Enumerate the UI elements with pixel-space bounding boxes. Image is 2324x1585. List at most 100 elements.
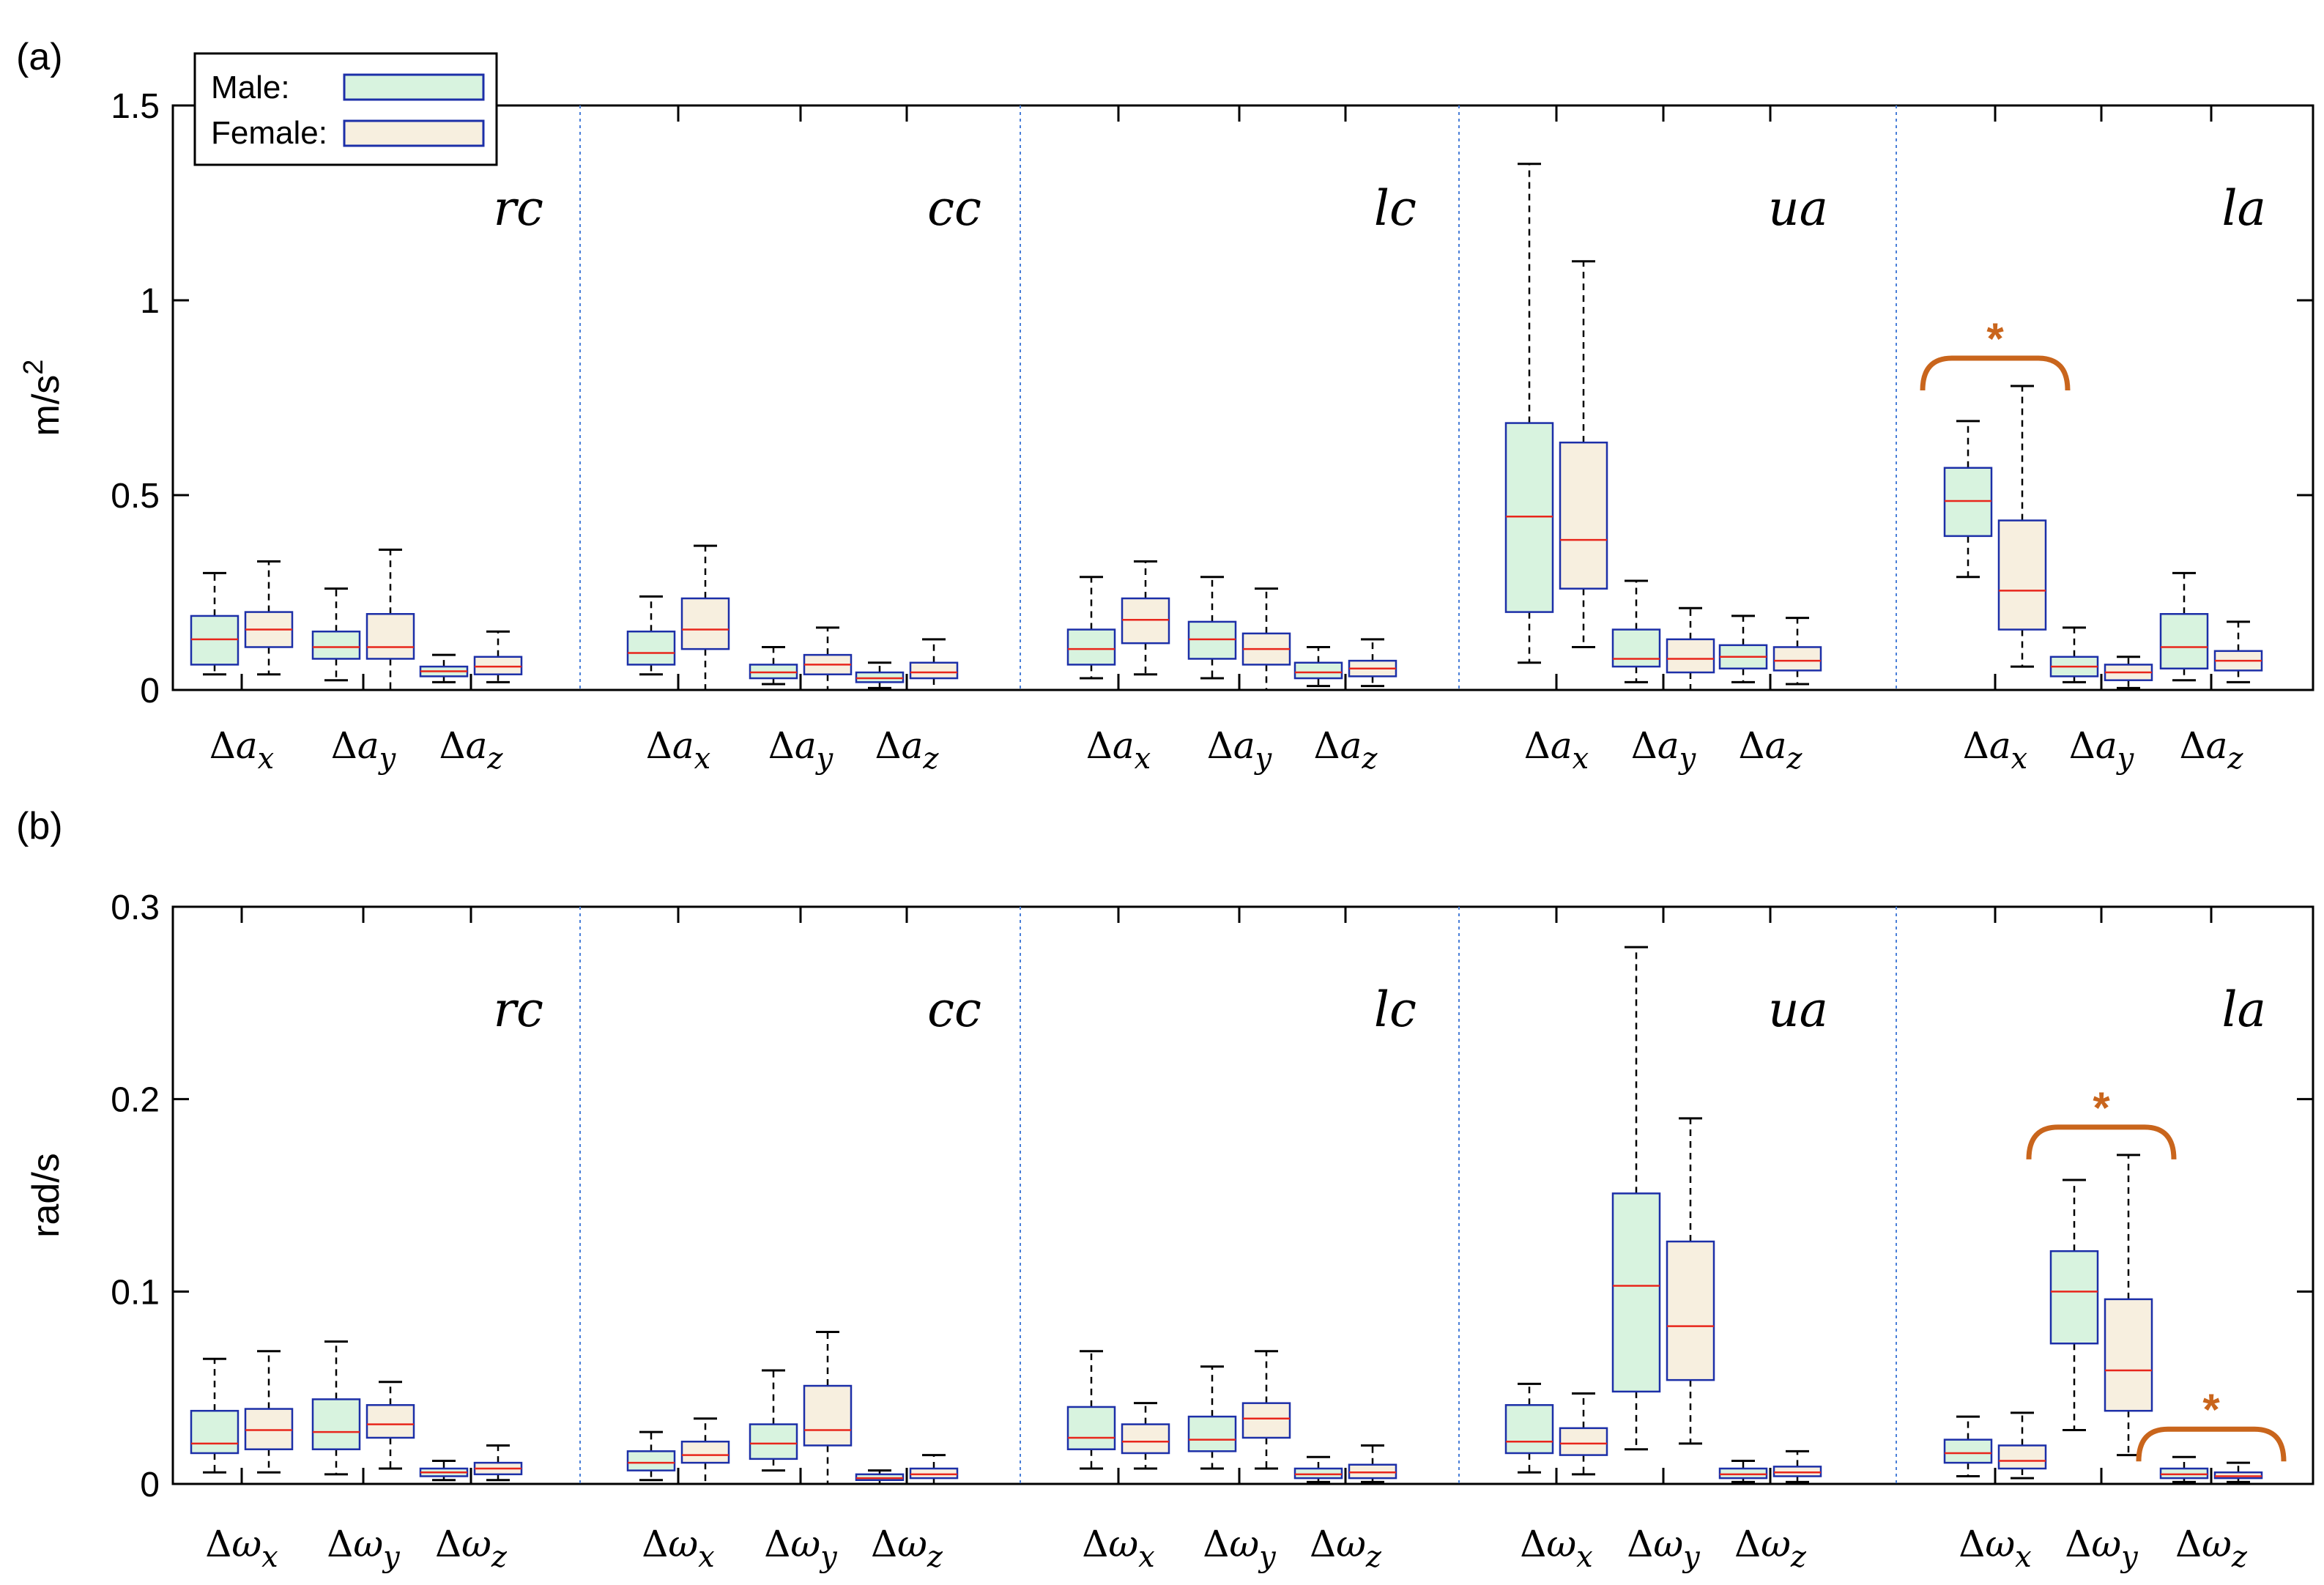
category-label-subscript: y — [378, 742, 397, 776]
category-label-delta: Δ — [642, 1523, 668, 1565]
box-iqr — [2159, 613, 2209, 669]
box-ua-y-female — [1666, 1117, 1715, 1445]
category-label-subscript: x — [698, 1540, 715, 1574]
box-ua-x-female — [1559, 260, 1608, 648]
group-label-la: la — [2222, 180, 2266, 237]
box-rc-y-male — [311, 587, 361, 682]
category-label-variable: ω — [2202, 1523, 2232, 1565]
category-label-subscript: z — [491, 1540, 508, 1574]
category-label: Δωz — [2175, 1523, 2248, 1574]
box-iqr — [1611, 1192, 1661, 1393]
box-ua-y-male — [1611, 579, 1661, 683]
box-la-z-male — [2159, 571, 2209, 682]
box-iqr — [1772, 646, 1822, 672]
category-label-variable: ω — [2091, 1523, 2121, 1565]
group-label-lc: lc — [1374, 981, 1417, 1038]
box-cc-z-female — [909, 1454, 959, 1485]
category-label-delta: Δ — [871, 1523, 897, 1565]
box-ua-y-male — [1611, 946, 1661, 1451]
category-label-variable: a — [236, 724, 258, 767]
category-label: Δax — [1963, 724, 2027, 776]
plot-frame — [171, 905, 2314, 1485]
box-la-y-female — [2104, 1154, 2153, 1457]
box-iqr — [1611, 628, 1661, 668]
category-label-variable: ω — [1336, 1523, 1366, 1565]
box-iqr — [1187, 620, 1237, 660]
category-label-variable: ω — [1985, 1523, 2015, 1565]
category-label-delta: Δ — [1310, 1523, 1336, 1565]
category-label: Δωy — [327, 1523, 401, 1574]
category-label-subscript: z — [2227, 742, 2243, 776]
category-label: Δax — [1086, 724, 1151, 776]
bracket-line — [2026, 1124, 2177, 1159]
legend-male-label: Male: — [211, 70, 290, 105]
category-label: Δωz — [871, 1523, 943, 1574]
box-lc-y-male — [1187, 576, 1237, 680]
y-tick-label: 0.1 — [111, 1273, 160, 1312]
category-label-delta: Δ — [2065, 1523, 2091, 1565]
y-tick-label: 0 — [140, 1466, 160, 1504]
panel-label: (a) — [16, 36, 63, 78]
box-iqr — [365, 613, 415, 660]
category-label: Δay — [2069, 724, 2135, 776]
box-lc-y-male — [1187, 1365, 1237, 1470]
category-label-variable: a — [1989, 724, 2011, 767]
box-iqr — [190, 1409, 240, 1455]
category-label-delta: Δ — [205, 1523, 231, 1565]
box-iqr — [244, 1408, 294, 1450]
category-label: Δaz — [875, 724, 940, 776]
box-la-y-male — [2049, 1178, 2099, 1431]
category-label-variable: ω — [1761, 1523, 1791, 1565]
box-iqr — [1066, 628, 1116, 666]
box-la-x-female — [1997, 1411, 2047, 1480]
box-cc-x-female — [680, 544, 730, 691]
box-rc-x-male — [190, 1357, 240, 1474]
category-label-subscript: y — [1682, 1540, 1701, 1574]
box-iqr — [1293, 661, 1343, 680]
category-label-subscript: y — [819, 1540, 838, 1574]
box-iqr — [1943, 467, 1993, 538]
box-la-y-male — [2049, 626, 2099, 683]
box-ua-z-male — [1718, 1459, 1768, 1483]
category-label-subscript: y — [2116, 742, 2135, 776]
category-label-variable: a — [357, 724, 379, 767]
box-iqr — [909, 1467, 959, 1480]
category-label: Δaz — [1739, 724, 1803, 776]
category-label-variable: ω — [897, 1523, 927, 1565]
significance-star: * — [2202, 1385, 2220, 1434]
category-label: Δωz — [1310, 1523, 1382, 1574]
category-label-variable: ω — [231, 1523, 261, 1565]
group-label-cc: cc — [927, 981, 981, 1038]
box-iqr — [190, 615, 240, 666]
category-label: Δωy — [2065, 1523, 2139, 1574]
category-label-subscript: x — [694, 742, 711, 776]
box-ua-z-female — [1772, 617, 1822, 686]
category-label-subscript: x — [1573, 742, 1589, 776]
category-label: Δax — [646, 724, 710, 776]
category-label-delta: Δ — [439, 724, 466, 767]
category-label-variable: a — [2206, 724, 2228, 767]
category-label-subscript: x — [261, 1540, 278, 1574]
legend-male-swatch — [343, 73, 485, 101]
category-label: Δωx — [1959, 1523, 2031, 1574]
box-iqr — [855, 671, 905, 683]
box-la-y-female — [2104, 656, 2153, 689]
y-axis-label: rad/s — [25, 1153, 67, 1238]
box-iqr — [680, 597, 730, 650]
y-axis-label-exponent: 2 — [18, 360, 49, 375]
box-iqr — [1772, 1466, 1822, 1477]
box-iqr — [473, 656, 523, 675]
category-label-subscript: y — [1258, 1540, 1277, 1574]
y-axis-label: m/s2 — [18, 360, 67, 437]
box-iqr — [1997, 519, 2047, 631]
category-label-delta: Δ — [1524, 724, 1551, 767]
box-iqr — [1559, 1427, 1608, 1456]
box-cc-x-female — [680, 1417, 730, 1485]
box-rc-x-female — [244, 560, 294, 676]
category-label-variable: ω — [1229, 1523, 1259, 1565]
category-label: Δay — [768, 724, 834, 776]
category-label-subscript: z — [1365, 1540, 1382, 1574]
significance-star: * — [2093, 1083, 2110, 1132]
box-ua-x-male — [1504, 163, 1554, 664]
